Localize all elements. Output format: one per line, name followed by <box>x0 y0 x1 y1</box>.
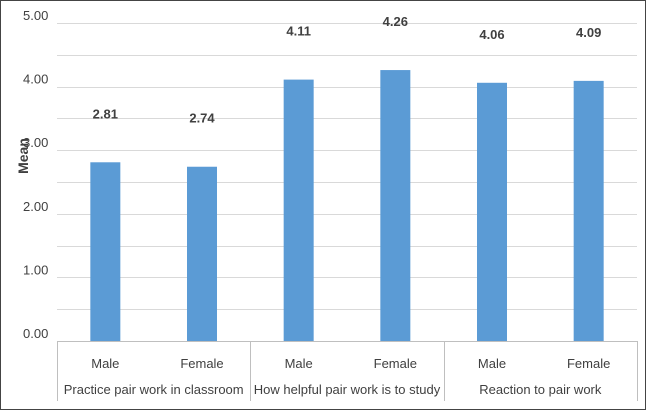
x-tick-label: Male <box>478 356 506 371</box>
group-label: Reaction to pair work <box>479 382 602 397</box>
bar <box>187 166 217 341</box>
y-tick-label: 5.00 <box>23 8 48 23</box>
bar <box>380 70 411 342</box>
data-label: 4.09 <box>576 25 601 40</box>
data-label: 4.26 <box>383 14 408 29</box>
data-label: 4.06 <box>479 27 504 42</box>
data-label: 2.81 <box>93 106 118 121</box>
bar <box>283 79 314 341</box>
bar <box>477 82 507 341</box>
y-tick-label: 3.00 <box>23 135 48 150</box>
x-tick-label: Female <box>567 356 610 371</box>
data-label: 2.74 <box>189 111 215 126</box>
x-tick-label: Female <box>180 356 223 371</box>
y-tick-label: 4.00 <box>23 72 48 87</box>
y-tick-label: 2.00 <box>23 199 48 214</box>
x-tick-label: Male <box>91 356 119 371</box>
y-axis-label: Mean <box>15 138 31 174</box>
bar <box>573 80 604 341</box>
bar <box>90 162 121 341</box>
x-tick-label: Female <box>374 356 417 371</box>
data-label: 4.11 <box>286 24 311 39</box>
y-tick-label: 0.00 <box>23 326 48 341</box>
y-tick-label: 1.00 <box>23 262 48 277</box>
group-label: How helpful pair work is to study <box>254 382 441 397</box>
group-label: Practice pair work in classroom <box>64 382 244 397</box>
x-tick-label: Male <box>285 356 313 371</box>
